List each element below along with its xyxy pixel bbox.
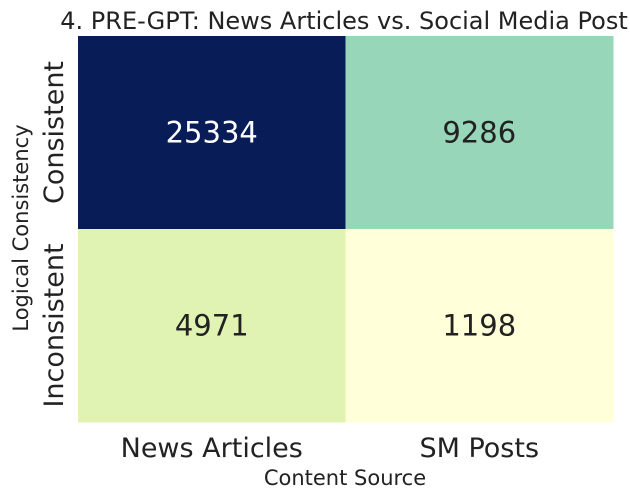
heatmap-cell [78,36,346,230]
x-tick-label: News Articles [121,433,303,464]
heatmap-cell-value: 25334 [166,116,258,150]
heatmap-cell-value: 9286 [442,116,516,150]
heatmap-cells: 25334 9286 4971 1198 [78,36,614,423]
x-tick-label: SM Posts [419,433,539,464]
heatmap-cell [345,36,614,230]
x-tick-labels: News Articles SM Posts [121,433,539,464]
heatmap-cell [78,229,346,423]
y-tick-label: Consistent [39,61,70,204]
heatmap-cell-value: 1198 [442,309,516,343]
y-axis-label: Logical Consistency [9,124,33,331]
y-tick-label: Inconsistent [39,243,70,407]
heatmap-cell-value: 4971 [175,309,249,343]
chart-title: 4. PRE-GPT: News Articles vs. Social Med… [60,7,627,35]
x-axis-label: Content Source [264,466,426,490]
heatmap-cell [345,229,614,423]
y-tick-labels: Consistent Inconsistent [39,61,70,408]
